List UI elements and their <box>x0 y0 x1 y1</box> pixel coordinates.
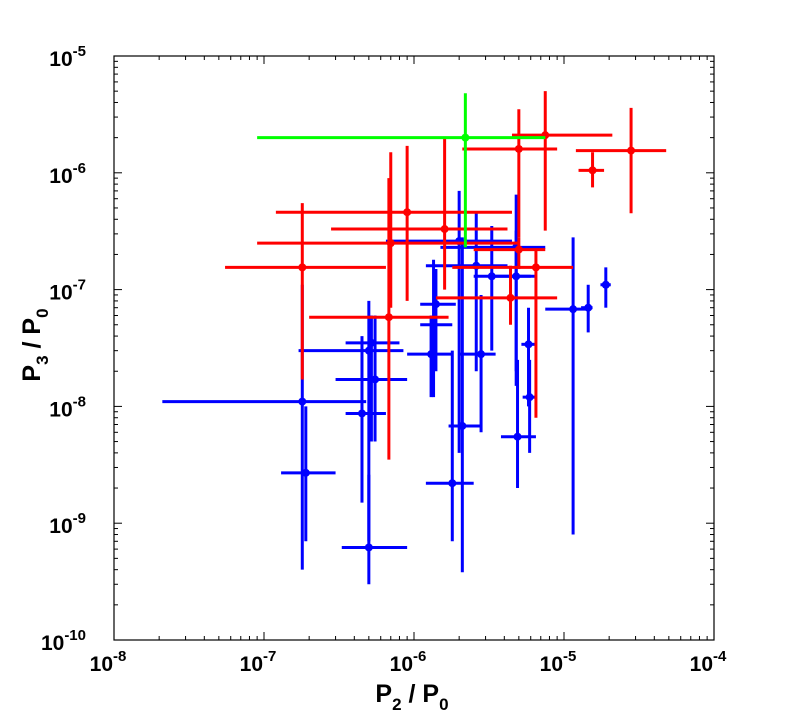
y-tick-label: 10-8 <box>49 393 86 421</box>
x-tick-exponent: -7 <box>263 648 276 665</box>
data-point <box>506 293 515 302</box>
x-tick-base: 10 <box>540 653 563 676</box>
y-tick-label: 10-5 <box>49 43 86 71</box>
x-tick-label: 10-6 <box>390 648 427 676</box>
y-tick-label: 10-9 <box>49 510 86 538</box>
data-point <box>384 313 393 322</box>
x-label-sub: 2 <box>392 695 401 714</box>
x-tick-exponent: -8 <box>113 648 126 665</box>
data-point <box>431 300 440 309</box>
y-tick-label: 10-10 <box>41 627 86 655</box>
data-point <box>371 375 380 384</box>
x-axis-label: P2 / P0 <box>375 680 448 714</box>
y-label-sep: / <box>18 335 46 356</box>
series-green <box>257 93 546 248</box>
x-tick-label: 10-5 <box>540 648 577 676</box>
data-point <box>298 263 307 272</box>
data-point <box>513 432 522 441</box>
data-point <box>403 208 412 217</box>
data-point <box>477 350 486 359</box>
y-tick-base: 10 <box>49 165 72 188</box>
data-point <box>531 263 540 272</box>
data-point <box>364 543 373 552</box>
y-tick-exponent: -10 <box>64 627 86 644</box>
data-point <box>569 305 578 314</box>
data-point <box>357 409 366 418</box>
x-tick-base: 10 <box>390 653 413 676</box>
data-point <box>524 340 533 349</box>
y-tick-label: 10-6 <box>49 160 86 188</box>
x-label-sep: / <box>402 680 423 708</box>
x-tick-base: 10 <box>690 653 713 676</box>
x-tick-exponent: -6 <box>413 648 426 665</box>
data-point <box>440 225 449 234</box>
x-label-main2: P <box>422 680 439 708</box>
series-blue <box>162 190 611 585</box>
y-label-sub: 3 <box>33 355 52 364</box>
x-tick-base: 10 <box>90 653 113 676</box>
y-tick-exponent: -5 <box>73 43 86 60</box>
y-label-main2: P <box>18 318 46 335</box>
x-tick-label: 10-7 <box>240 648 277 676</box>
y-tick-base: 10 <box>49 282 72 305</box>
y-tick-label: 10-7 <box>49 277 86 305</box>
tick-label-layer: 10-8 10-7 10-6 10-5 10-410-1010-910-810-710-… <box>41 43 727 676</box>
x-tick-base: 10 <box>240 653 263 676</box>
data-point <box>301 468 310 477</box>
data-point <box>448 479 457 488</box>
tick-layer <box>113 55 715 641</box>
series-red <box>225 91 667 460</box>
data-point <box>367 338 376 347</box>
data-point <box>427 350 436 359</box>
y-tick-base: 10 <box>49 48 72 71</box>
y-label-main: P <box>18 365 46 382</box>
y-tick-exponent: -8 <box>73 393 86 410</box>
data-point <box>386 239 395 248</box>
data-point <box>298 397 307 406</box>
y-tick-exponent: -9 <box>73 510 86 527</box>
data-point <box>487 272 496 281</box>
data-point <box>514 245 523 254</box>
y-axis-label: P3 / P0 <box>18 308 52 381</box>
y-tick-base: 10 <box>49 398 72 421</box>
data-point <box>584 303 593 312</box>
y-tick-exponent: -6 <box>73 160 86 177</box>
data-point <box>627 146 636 155</box>
data-point <box>525 393 534 402</box>
x-tick-exponent: -5 <box>563 648 576 665</box>
y-label-sub2: 0 <box>33 308 52 317</box>
x-label-sub2: 0 <box>439 695 448 714</box>
x-tick-label: 10-8 <box>90 648 127 676</box>
y-tick-base: 10 <box>41 632 64 655</box>
y-tick-base: 10 <box>49 515 72 538</box>
data-point <box>514 144 523 153</box>
x-tick-label: 10-4 <box>690 648 727 676</box>
x-label-main: P <box>375 680 392 708</box>
data-layer <box>162 91 667 585</box>
y-tick-exponent: -7 <box>73 277 86 294</box>
data-point <box>461 133 470 142</box>
x-tick-exponent: -4 <box>713 648 727 665</box>
data-point <box>588 166 597 175</box>
data-point <box>601 280 610 289</box>
